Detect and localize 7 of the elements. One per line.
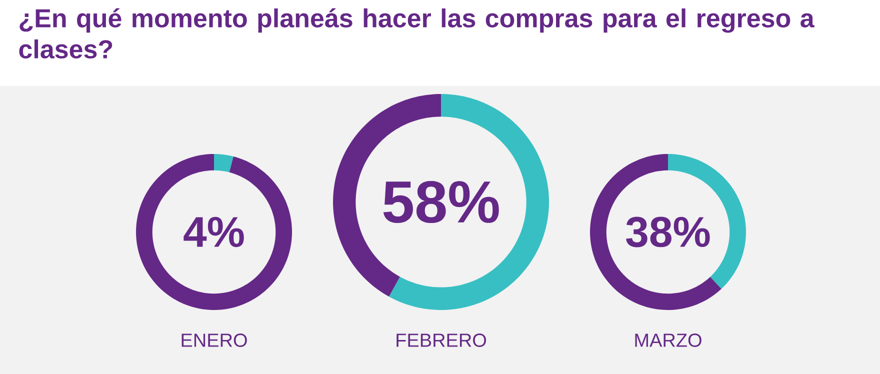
text: FEBRERO — [396, 334, 486, 347]
text: 38% — [626, 216, 710, 248]
text: 58% — [383, 180, 499, 224]
text: ENERO — [182, 334, 247, 347]
text: MARZO — [635, 334, 702, 347]
text: ¿En qué momento planeás hacer las compras para el regreso a clases? — [19, 8, 814, 59]
text: 4% — [184, 216, 244, 248]
